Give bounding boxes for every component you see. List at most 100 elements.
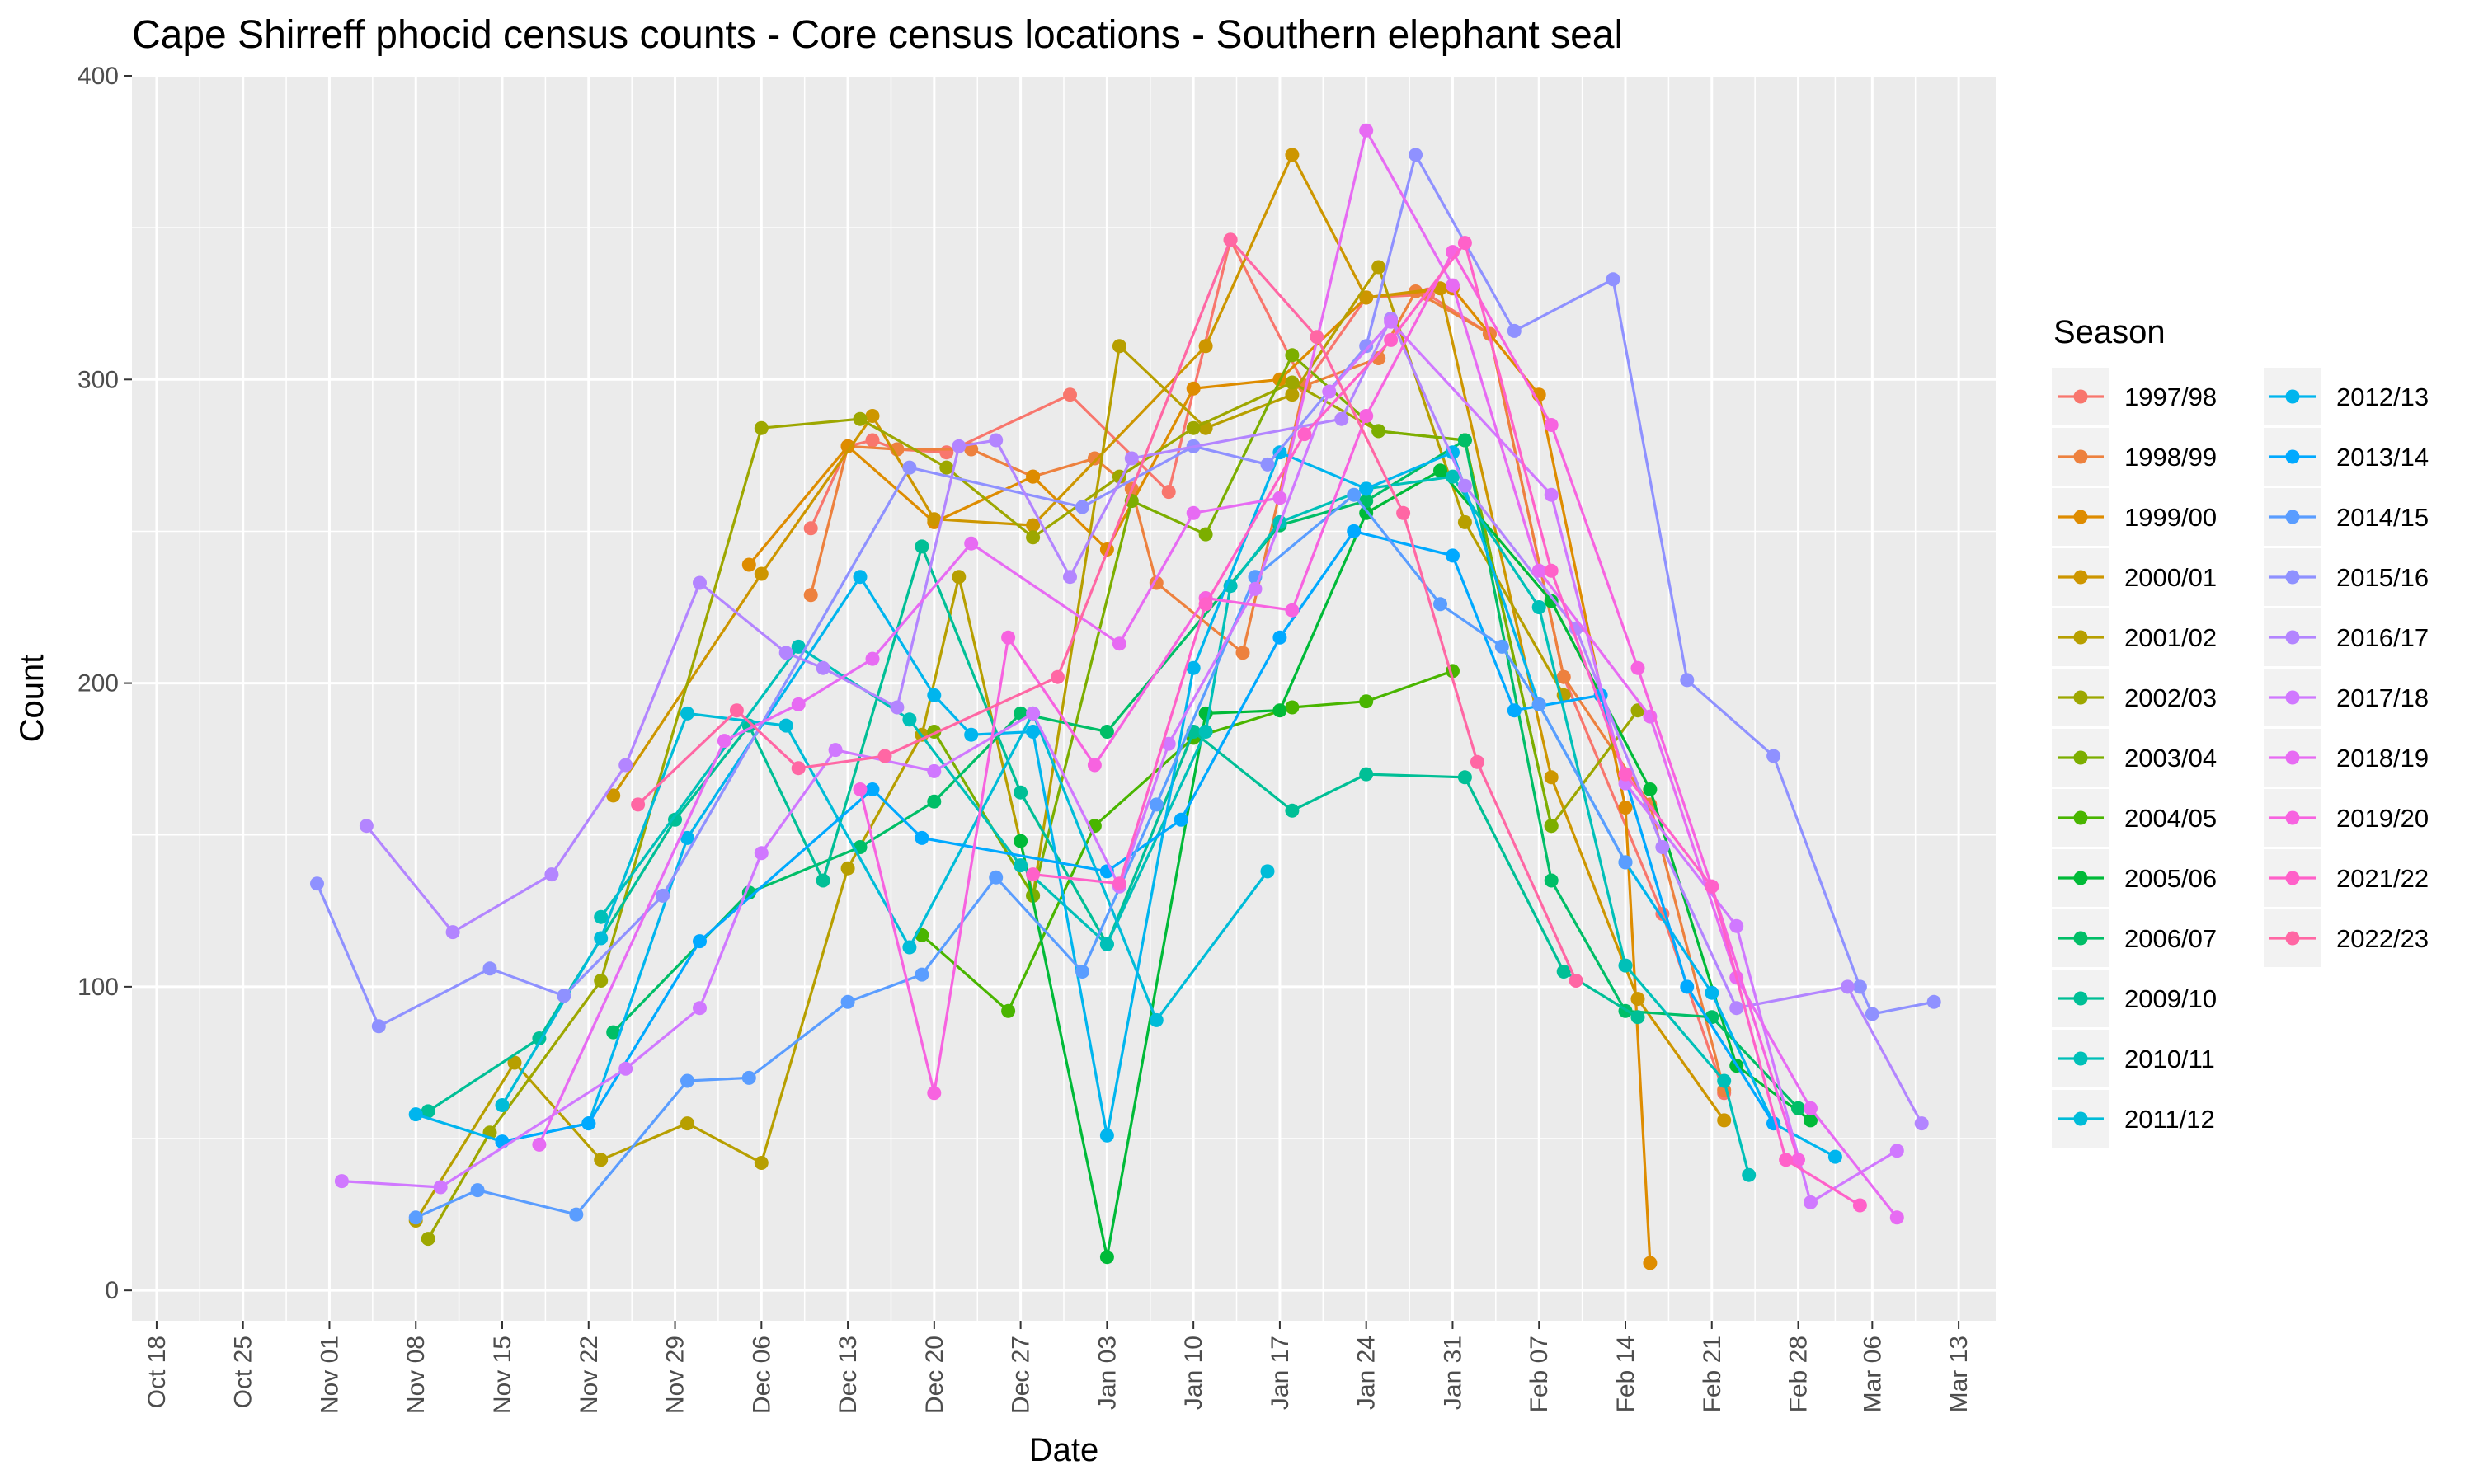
data-point (1359, 290, 1374, 305)
data-point (1285, 803, 1300, 818)
series-line (637, 238, 1578, 982)
legend-item: 1997/98 (2052, 368, 2217, 425)
legend-label: 2013/14 (2336, 443, 2429, 472)
legend-label: 2000/01 (2124, 563, 2217, 592)
legend-label: 2022/23 (2336, 924, 2429, 953)
series-2005-06 (1014, 463, 1818, 1265)
data-point (310, 876, 324, 891)
data-point (1544, 770, 1559, 785)
legend-key-point (2073, 630, 2088, 645)
data-point (1544, 418, 1559, 432)
data-point (1285, 348, 1300, 363)
series-2011-12 (495, 706, 1275, 1112)
legend-item: 2018/19 (2264, 729, 2429, 787)
data-point (1359, 339, 1374, 354)
x-tick-label: Dec 06 (748, 1336, 775, 1414)
legend-key-point (2073, 931, 2088, 946)
data-point (989, 870, 1004, 885)
data-point (1446, 548, 1460, 563)
data-point (693, 934, 707, 949)
series-2000-01 (606, 148, 1732, 1128)
data-point (1063, 570, 1077, 585)
legend-label: 2018/19 (2336, 744, 2429, 773)
data-point (1470, 754, 1484, 769)
data-point (1026, 530, 1041, 545)
data-point (1531, 697, 1546, 711)
series-line (501, 711, 1269, 1106)
data-point (828, 743, 843, 758)
legend-label: 2015/16 (2336, 563, 2429, 592)
series-2009-10 (421, 539, 1645, 1119)
legend-key-point (2073, 690, 2088, 705)
legend-item: 2004/05 (2052, 789, 2217, 847)
data-point (1075, 965, 1089, 979)
data-point (1001, 630, 1016, 645)
data-point (840, 439, 855, 453)
data-point (1099, 1128, 1114, 1143)
data-point (1272, 703, 1287, 718)
data-point (1729, 918, 1744, 933)
data-point (1643, 1256, 1658, 1270)
data-point (1889, 1144, 1904, 1158)
data-point (853, 782, 868, 796)
data-point (1186, 420, 1201, 435)
data-point (902, 940, 917, 955)
data-point (482, 961, 497, 976)
legend-label: 2021/22 (2336, 864, 2429, 893)
data-point (532, 1137, 547, 1152)
data-point (618, 758, 633, 773)
data-point (470, 1183, 485, 1198)
data-point (853, 411, 868, 426)
data-point (1099, 725, 1114, 739)
data-point (1433, 463, 1447, 478)
data-point (1198, 527, 1213, 542)
series-2017-18 (334, 314, 1904, 1209)
data-point (1371, 260, 1386, 275)
data-point (865, 409, 880, 423)
x-tick-label: Dec 27 (1008, 1336, 1035, 1414)
y-tick-label: 0 (105, 1277, 119, 1304)
data-point (594, 1153, 609, 1167)
data-point (408, 1210, 423, 1225)
y-axis-title: Count (14, 655, 50, 743)
data-point (1630, 660, 1645, 675)
data-point (544, 867, 559, 882)
data-point (1396, 505, 1411, 520)
x-tick-label: Jan 17 (1267, 1336, 1294, 1410)
data-point (680, 1073, 694, 1088)
x-tick-label: Jan 24 (1353, 1336, 1380, 1410)
legend-label: 2009/10 (2124, 984, 2217, 1013)
legend-label: 2004/05 (2124, 804, 2217, 833)
x-tick-label: Nov 01 (316, 1336, 343, 1414)
data-point (1827, 1149, 1842, 1164)
legend-key-point (2073, 871, 2088, 885)
data-point (1001, 1003, 1016, 1018)
data-point (1371, 351, 1386, 365)
data-point (816, 660, 830, 675)
data-point (1112, 636, 1126, 651)
data-point (495, 1098, 510, 1112)
series-line (415, 451, 1837, 1158)
data-point (1198, 339, 1213, 354)
data-point (989, 433, 1004, 448)
legend-label: 1997/98 (2124, 383, 2217, 411)
data-point (778, 646, 793, 660)
data-point (927, 763, 942, 778)
data-point (1643, 782, 1658, 796)
y-axis: 0 100 200 300 400 (78, 63, 132, 1304)
data-point (1494, 639, 1509, 654)
legend-key-point (2073, 449, 2088, 464)
data-point (1618, 855, 1633, 870)
data-point (1630, 1010, 1645, 1025)
data-point (902, 460, 917, 475)
data-point (754, 846, 769, 861)
data-point (1531, 563, 1546, 578)
x-tick-label: Dec 20 (921, 1336, 948, 1414)
data-point (1446, 469, 1460, 484)
x-tick-label: Oct 25 (230, 1336, 257, 1408)
x-tick-label: Jan 31 (1439, 1336, 1466, 1410)
data-point (1260, 457, 1275, 472)
data-point (927, 1086, 942, 1101)
x-tick-label: Feb 21 (1699, 1336, 1726, 1412)
data-point (915, 830, 929, 845)
